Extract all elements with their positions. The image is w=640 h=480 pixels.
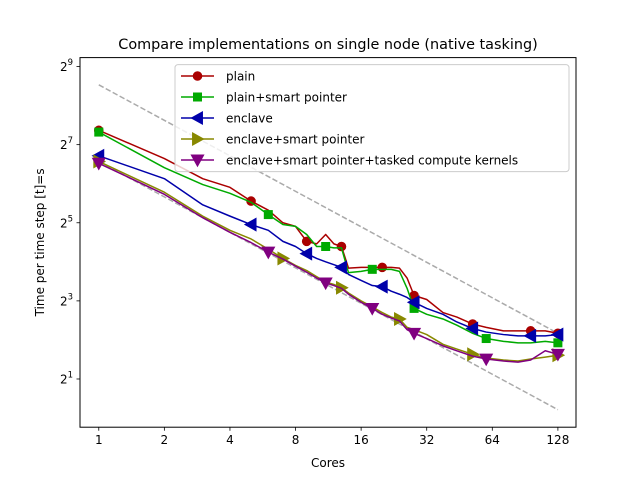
y-tick-label: 21 xyxy=(60,370,73,386)
y-tick-label: 25 xyxy=(60,214,73,230)
legend-entry: plain xyxy=(181,69,255,83)
data-point xyxy=(91,157,106,171)
data-point xyxy=(336,280,349,295)
legend-label: plain+smart pointer xyxy=(226,90,347,104)
y-tick-label: 23 xyxy=(60,292,73,308)
legend-label: enclave xyxy=(226,111,273,125)
data-point xyxy=(550,327,564,342)
legend-frame xyxy=(174,64,570,173)
x-tick-label: 32 xyxy=(419,433,434,447)
series-2 xyxy=(94,127,563,348)
data-point xyxy=(407,327,422,341)
data-point xyxy=(263,210,273,220)
data-point xyxy=(261,246,276,260)
data-point xyxy=(299,246,313,261)
data-point xyxy=(377,262,388,273)
data-point xyxy=(375,279,388,294)
y-tick-label: 27 xyxy=(60,136,73,152)
legend-entry: enclave+smart pointer+tasked compute ker… xyxy=(181,153,518,167)
data-point xyxy=(553,338,563,348)
data-point xyxy=(336,241,347,252)
data-point xyxy=(277,251,291,266)
legend-label: plain xyxy=(226,69,255,83)
series-layer xyxy=(91,125,566,367)
chart-title: Compare implementations on single node (… xyxy=(118,37,537,53)
legend-entry: enclave+smart pointer xyxy=(181,131,365,147)
data-point xyxy=(243,217,257,232)
legend: plain plain+smart pointer enclave enclave+s… xyxy=(174,64,570,173)
x-tick-label: 64 xyxy=(485,433,500,447)
y-tick-label: 29 xyxy=(60,58,73,74)
data-point xyxy=(523,328,537,343)
legend-marker xyxy=(190,154,205,168)
series-line xyxy=(98,155,558,337)
y-axis: 21 23 25 27 29 xyxy=(60,58,80,386)
x-tick-label: 4 xyxy=(226,433,234,447)
reference-line-2 xyxy=(98,160,559,411)
data-point xyxy=(406,295,420,310)
x-tick-label: 16 xyxy=(353,433,368,447)
data-point xyxy=(301,236,312,247)
legend-marker xyxy=(190,110,203,126)
data-point xyxy=(481,334,491,344)
data-point xyxy=(365,302,380,316)
data-point xyxy=(318,277,333,291)
x-axis-label: Cores xyxy=(311,456,345,470)
legend-marker xyxy=(192,71,203,81)
x-tick-label: 128 xyxy=(546,433,569,447)
data-point xyxy=(334,260,347,275)
y-axis-label: Time per time step [t]=s xyxy=(33,168,47,317)
data-point xyxy=(321,241,331,251)
x-tick-label: 8 xyxy=(292,433,300,447)
plot-frame xyxy=(79,57,577,428)
data-point xyxy=(479,353,494,367)
data-point xyxy=(94,127,104,137)
legend-entry: plain+smart pointer xyxy=(181,90,347,104)
x-tick-label: 2 xyxy=(161,433,169,447)
data-point xyxy=(550,348,565,362)
legend-label: enclave+smart pointer xyxy=(226,132,365,146)
x-tick-label: 1 xyxy=(95,433,103,447)
legend-marker xyxy=(192,131,205,147)
data-point xyxy=(465,321,479,336)
series-5 xyxy=(91,157,565,367)
legend-marker xyxy=(193,92,202,102)
legend-entry: enclave xyxy=(181,110,273,126)
x-axis: 1 2 4 8 16 32 64 128 xyxy=(95,427,569,447)
legend-label: enclave+smart pointer+tasked compute ker… xyxy=(226,153,518,167)
data-point xyxy=(367,264,377,274)
